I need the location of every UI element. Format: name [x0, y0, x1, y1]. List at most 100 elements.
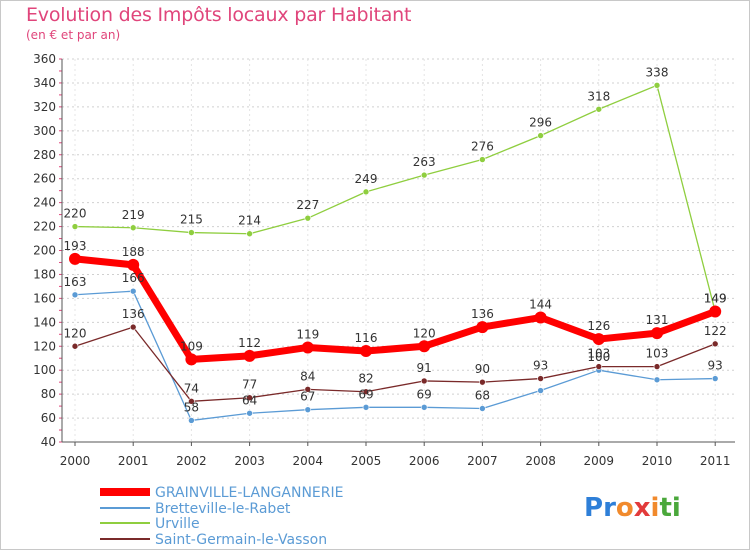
data-label: 276	[471, 140, 494, 154]
data-label: 219	[122, 208, 145, 222]
brand-logo: Proxiti	[584, 493, 681, 523]
x-tick-label: 2004	[293, 454, 324, 468]
y-tick-label: 180	[33, 267, 56, 281]
data-label: 338	[646, 65, 669, 79]
data-label: 93	[533, 359, 548, 373]
chart-title: Evolution des Impôts locaux par Habitant	[26, 4, 412, 26]
data-point	[711, 375, 719, 382]
data-label: 136	[122, 307, 145, 321]
x-tick-label: 2006	[409, 454, 440, 468]
chart-subtitle: (en € et par an)	[26, 28, 121, 42]
data-label: 120	[413, 326, 436, 340]
data-point	[537, 387, 544, 394]
data-point	[362, 188, 370, 196]
data-label: 166	[122, 271, 145, 285]
y-tick-label: 80	[41, 387, 56, 401]
data-point	[476, 321, 489, 334]
y-tick-label: 280	[33, 148, 56, 162]
data-label: 69	[358, 387, 373, 401]
data-point	[537, 132, 544, 139]
data-point	[71, 291, 79, 299]
data-label: 144	[529, 298, 552, 312]
data-label: 119	[296, 327, 319, 341]
data-point	[304, 406, 312, 413]
data-label: 193	[64, 239, 87, 253]
data-point	[420, 171, 428, 179]
data-label: 103	[646, 347, 669, 361]
y-tick-label: 40	[41, 435, 56, 449]
data-point	[185, 353, 198, 366]
data-label: 84	[300, 369, 315, 383]
data-point	[362, 403, 370, 411]
series-line-1	[74, 290, 716, 422]
data-label: 77	[242, 378, 257, 392]
data-label: 163	[64, 275, 87, 289]
series-line-0	[71, 255, 719, 363]
data-point	[188, 398, 195, 405]
data-label: 249	[355, 172, 378, 186]
data-point	[69, 252, 81, 265]
data-label: 149	[704, 292, 727, 306]
data-label: 136	[471, 307, 494, 321]
y-tick-label: 240	[33, 196, 56, 210]
data-point	[653, 82, 661, 89]
data-point	[479, 405, 486, 412]
data-point	[595, 363, 603, 370]
data-point	[301, 341, 314, 354]
y-tick-label: 320	[33, 100, 56, 114]
x-tick-label: 2003	[234, 454, 265, 468]
y-tick-label: 120	[33, 339, 56, 353]
data-label: 69	[417, 387, 432, 401]
series-line-2	[74, 84, 716, 313]
data-label: 100	[587, 350, 610, 364]
data-label: 131	[646, 313, 669, 327]
data-label: 103	[587, 347, 610, 361]
data-label: 263	[413, 155, 436, 169]
data-label: 227	[296, 198, 319, 212]
data-label: 126	[587, 319, 610, 333]
x-tick-label: 2002	[176, 454, 207, 468]
data-label: 112	[238, 336, 261, 350]
data-point	[537, 375, 544, 382]
x-tick-label: 2001	[118, 454, 149, 468]
data-point	[711, 340, 719, 348]
data-point	[188, 417, 195, 424]
y-tick-label: 200	[33, 244, 56, 258]
data-point	[420, 377, 428, 385]
x-tick-label: 2000	[60, 454, 91, 468]
data-point	[651, 327, 663, 340]
y-tick-label: 160	[33, 291, 56, 305]
data-point	[362, 388, 370, 396]
data-point	[534, 311, 547, 324]
y-tick-label: 360	[33, 52, 56, 66]
y-tick-label: 100	[33, 363, 56, 377]
data-point	[418, 340, 431, 353]
data-label: 67	[300, 390, 315, 404]
data-point	[246, 409, 253, 417]
data-label: 215	[180, 213, 203, 227]
data-point	[360, 345, 372, 358]
x-tick-label: 2010	[642, 454, 673, 468]
y-tick-label: 60	[41, 411, 56, 425]
data-label: 149	[704, 292, 727, 306]
data-point	[304, 386, 312, 393]
data-point	[188, 229, 195, 236]
data-point	[246, 230, 253, 238]
data-point	[243, 349, 256, 362]
data-label: 122	[704, 324, 727, 338]
x-tick-label: 2005	[351, 454, 382, 468]
y-tick-label: 260	[33, 172, 56, 186]
data-point	[653, 376, 661, 384]
data-label: 90	[475, 362, 490, 376]
data-point	[129, 224, 137, 232]
data-label: 214	[238, 214, 261, 228]
data-label: 93	[708, 359, 723, 373]
data-point	[129, 287, 137, 295]
y-tick-label: 340	[33, 76, 56, 90]
legend-label: Saint-Germain-le-Vasson	[155, 532, 327, 548]
x-tick-label: 2008	[525, 454, 556, 468]
data-label: 74	[184, 381, 199, 395]
data-label: 296	[529, 116, 552, 130]
legend-label: GRAINVILLE-LANGANNERIE	[155, 485, 343, 501]
